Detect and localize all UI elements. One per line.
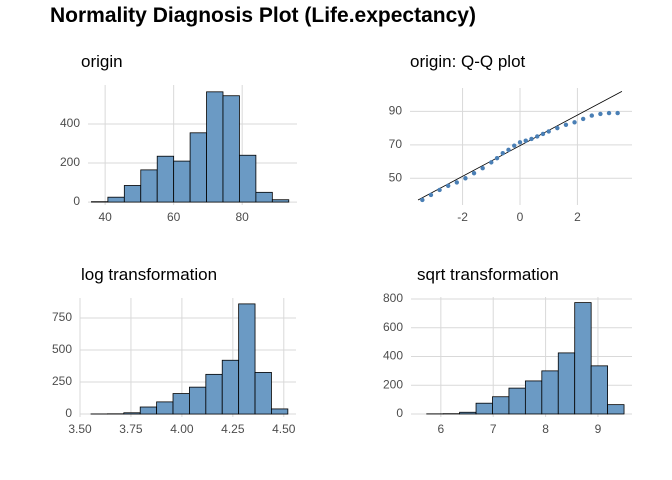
y-tick-label: 0 (73, 194, 80, 208)
histogram-bar (107, 196, 125, 203)
y-tick-label: 750 (52, 310, 72, 324)
qq-point (463, 176, 468, 181)
histogram-bar (172, 393, 190, 415)
qq-point (480, 166, 485, 171)
x-tick-label: 4.50 (272, 422, 296, 436)
histogram-bar (222, 95, 240, 203)
x-tick-label: 3.75 (119, 422, 143, 436)
histogram-bar (239, 154, 257, 203)
histogram-bar (206, 91, 224, 203)
panel-title: origin (81, 52, 123, 71)
histogram-bar (156, 401, 174, 415)
qq-point (598, 111, 603, 117)
x-tick-label: 3.50 (68, 422, 92, 436)
qq-point (512, 143, 517, 148)
histogram-bar (238, 303, 256, 415)
histogram-bar (590, 365, 608, 415)
qq-point (529, 136, 534, 142)
y-tick-label: 200 (60, 155, 80, 169)
qq-point (535, 134, 540, 139)
qq-point (489, 160, 494, 165)
y-tick-label: 400 (60, 116, 80, 130)
qq-point (445, 183, 451, 188)
qq-point (428, 192, 434, 198)
qq-point (494, 156, 500, 161)
x-tick-label: 0 (517, 210, 524, 224)
qq-point (506, 147, 511, 153)
qq-point (500, 150, 505, 156)
histogram-bar (492, 396, 510, 415)
histogram-bar (508, 387, 526, 415)
x-tick-label: 80 (236, 210, 250, 224)
histogram-bar (123, 412, 141, 415)
histogram-bar (123, 185, 142, 203)
y-tick-label: 500 (52, 342, 72, 356)
histogram-bar (459, 411, 477, 415)
reference-line (417, 90, 623, 201)
qq-point (420, 197, 425, 203)
qq-point (589, 113, 594, 118)
x-tick-label: 9 (595, 422, 602, 436)
histogram-bar (156, 155, 175, 203)
qq-point (540, 131, 546, 137)
histogram-bar (140, 169, 158, 203)
y-tick-label: 400 (383, 349, 403, 363)
y-tick-label: 70 (389, 137, 403, 151)
histogram-bar (139, 406, 158, 415)
x-tick-label: 60 (167, 210, 181, 224)
y-tick-label: 800 (383, 291, 403, 305)
histogram-bar (524, 380, 543, 415)
figure-title: Normality Diagnosis Plot (Life.expectanc… (50, 4, 476, 27)
qq-point (555, 125, 560, 131)
panel-title: sqrt transformation (417, 265, 559, 284)
histogram-bar (557, 352, 576, 415)
y-tick-label: 50 (389, 170, 403, 184)
histogram-bar (607, 404, 625, 415)
histogram-bar (221, 359, 240, 415)
panel-title: log transformation (81, 265, 217, 284)
qq-point (563, 122, 569, 127)
histogram-bar (271, 408, 289, 415)
histogram-bar (541, 370, 559, 415)
histogram-bar (271, 199, 290, 203)
y-tick-label: 200 (383, 377, 403, 391)
histogram-bar (173, 160, 191, 203)
qq-point (454, 180, 460, 185)
histogram-bar (189, 386, 207, 415)
x-tick-label: 4.25 (221, 422, 245, 436)
qq-point (471, 171, 477, 176)
x-tick-label: 8 (542, 422, 549, 436)
x-tick-label: 2 (574, 210, 581, 224)
qq-point (580, 116, 586, 122)
histogram-bar (475, 402, 493, 415)
qq-point (437, 187, 442, 193)
histogram-bar (205, 373, 223, 415)
qq-point (517, 140, 523, 145)
x-tick-label: 40 (98, 210, 112, 224)
histogram-bar (574, 302, 592, 415)
qq-point (606, 110, 612, 116)
histogram-bar (255, 191, 273, 203)
panel-title: origin: Q-Q plot (410, 52, 526, 71)
qq-point (523, 138, 528, 143)
x-tick-label: -2 (457, 210, 468, 224)
y-tick-label: 0 (65, 406, 72, 420)
y-tick-label: 600 (383, 320, 403, 334)
histogram-bar (254, 372, 272, 415)
qq-point (615, 110, 620, 116)
y-tick-label: 250 (52, 374, 72, 388)
x-tick-label: 7 (490, 422, 497, 436)
histogram-bar (189, 132, 207, 203)
y-tick-label: 90 (389, 104, 403, 118)
y-tick-label: 0 (396, 406, 403, 420)
qq-point (546, 129, 551, 134)
x-tick-label: 4.00 (170, 422, 194, 436)
x-tick-label: 6 (438, 422, 445, 436)
qq-point (572, 120, 577, 125)
